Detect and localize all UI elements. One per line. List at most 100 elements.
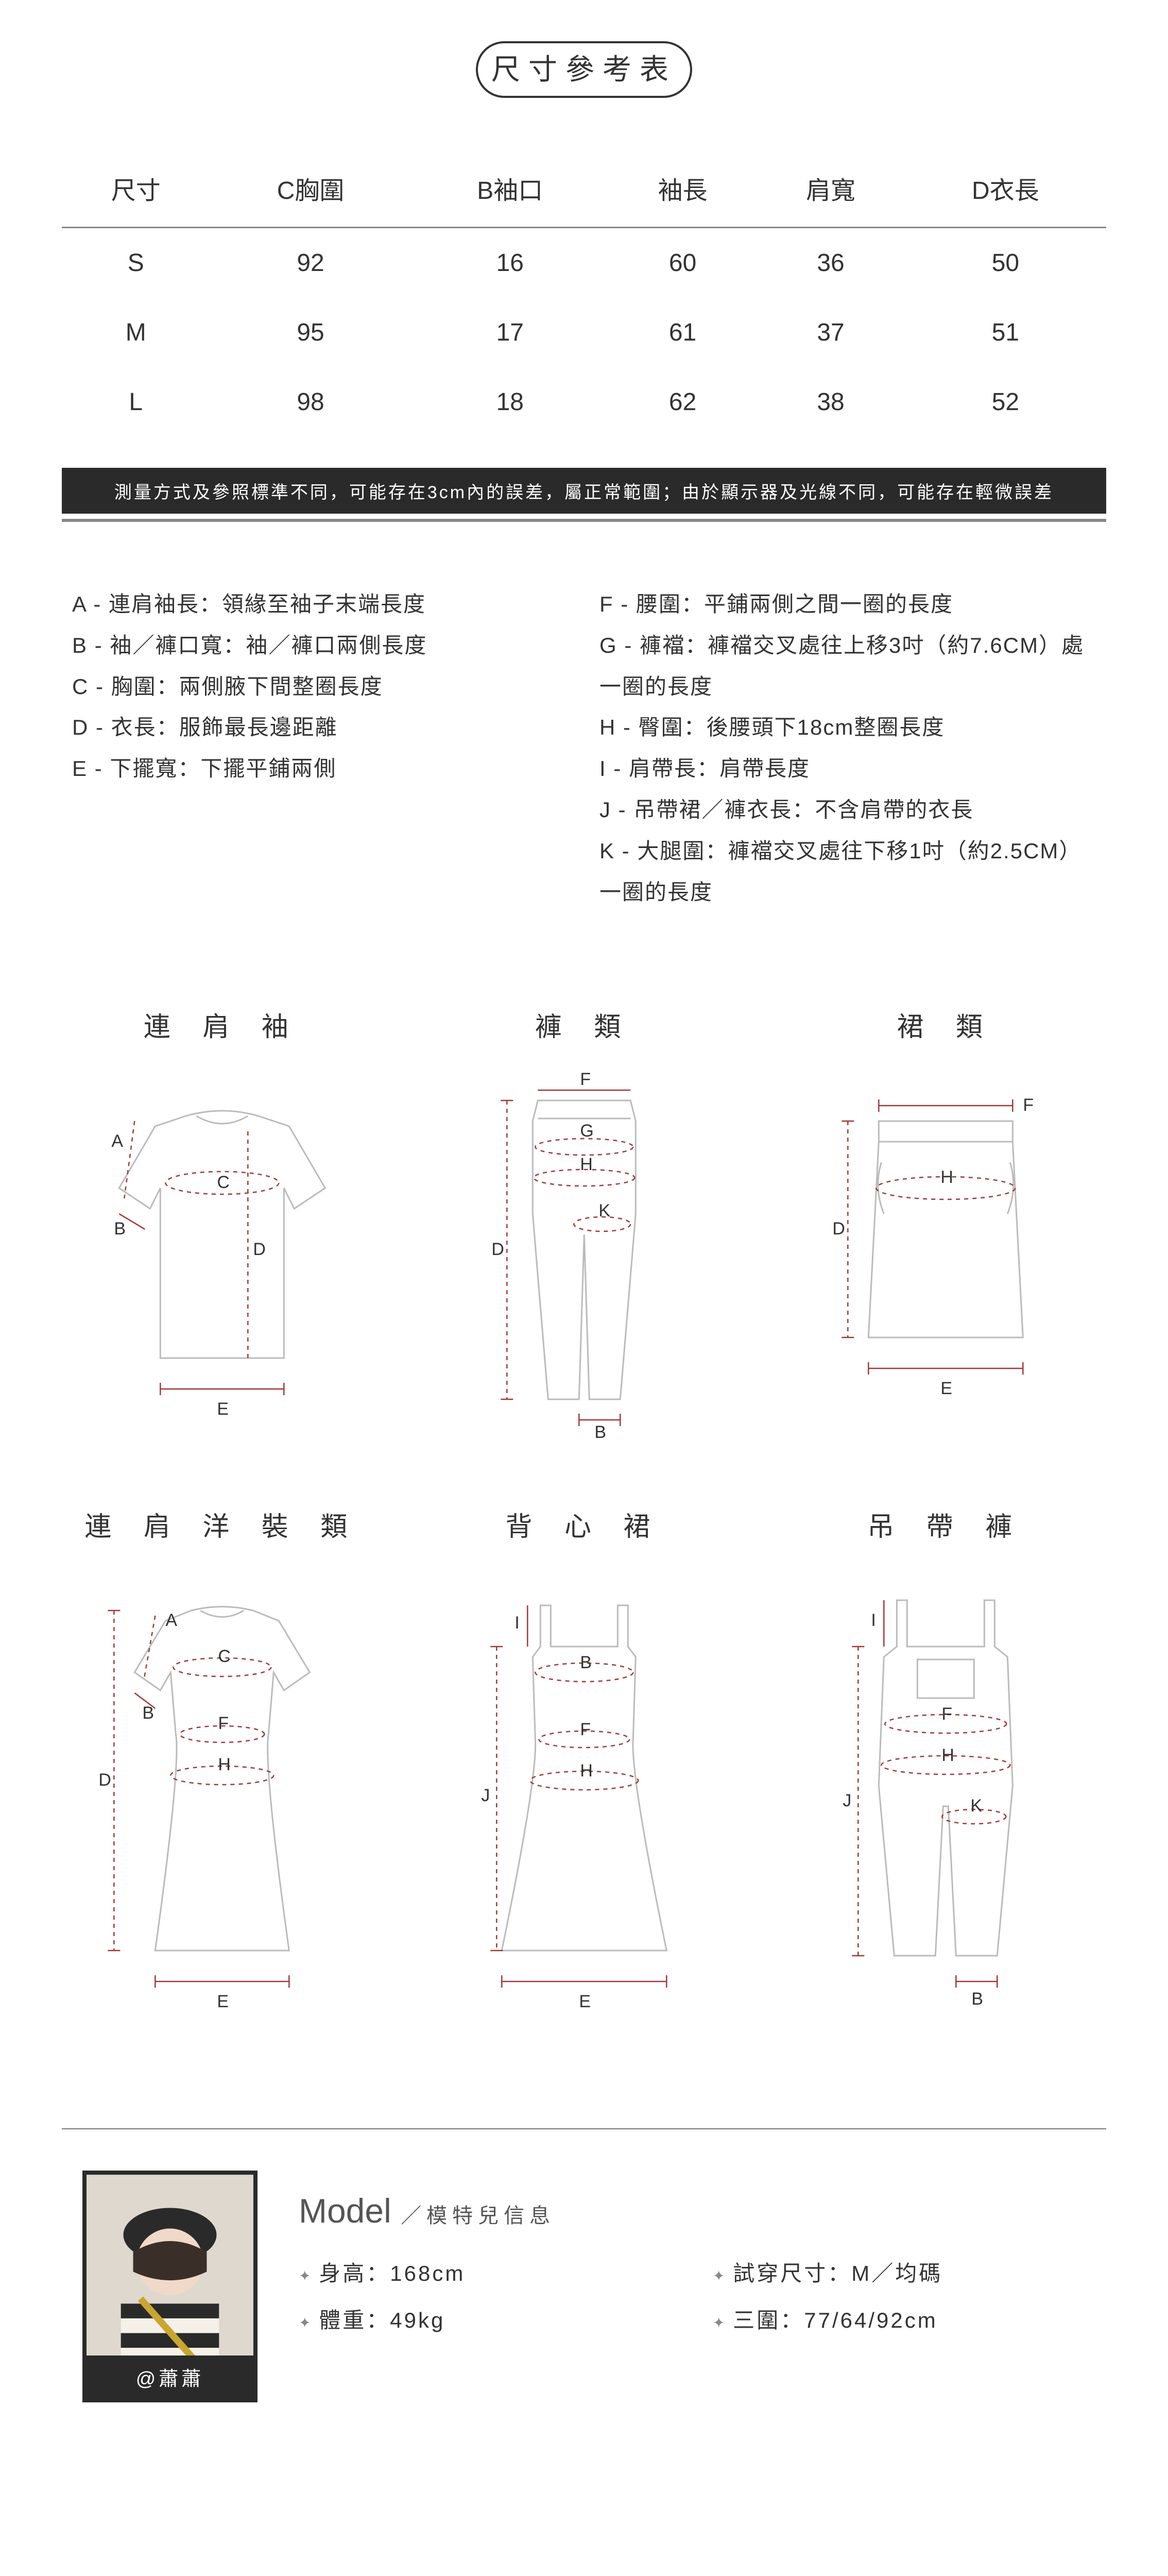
td: 50 <box>905 228 1106 298</box>
svg-text:A: A <box>165 1611 177 1630</box>
td: S <box>62 228 210 298</box>
key-item: D - 衣長：服飾最長邊距離 <box>72 707 569 748</box>
th: D衣長 <box>905 149 1106 228</box>
td: M <box>62 298 210 367</box>
svg-text:G: G <box>580 1121 593 1141</box>
diagram-pants: 褲 類 F G H K D B <box>424 1005 745 1443</box>
svg-text:K: K <box>598 1201 610 1221</box>
model-heading-main: Model <box>299 2192 391 2230</box>
key-item: F - 腰圍：平鋪兩側之間一圈的長度 <box>599 584 1096 625</box>
svg-text:H: H <box>580 1155 593 1174</box>
svg-text:F: F <box>580 1720 591 1739</box>
th: 肩寬 <box>757 149 904 228</box>
key-item: C - 胸圍：兩側腋下間整圈長度 <box>72 666 569 707</box>
model-section: @蕭蕭 Model ／模特兒信息 身高：168cm 試穿尺寸：M／均碼 體重：4… <box>62 2128 1106 2464</box>
svg-text:H: H <box>942 1745 955 1765</box>
svg-text:J: J <box>843 1791 852 1810</box>
svg-text:K: K <box>971 1796 983 1816</box>
td: 62 <box>609 367 757 437</box>
measurement-key: A - 連肩袖長：領緣至袖子末端長度 B - 袖／褲口寬：袖／褲口兩側長度 C … <box>62 584 1106 912</box>
svg-text:B: B <box>142 1703 154 1723</box>
diagram-skirt: 裙 類 F H D E <box>785 1005 1106 1443</box>
page-title: 尺寸參考表 <box>476 41 692 98</box>
td: 95 <box>210 298 411 367</box>
table-header-row: 尺寸 C胸圍 B袖口 袖長 肩寬 D衣長 <box>62 149 1106 228</box>
overalls-diagram-icon: F H K I J B <box>785 1569 1106 2023</box>
svg-text:H: H <box>941 1167 954 1187</box>
diagram-title: 吊 帶 褲 <box>785 1505 1106 1544</box>
td: 92 <box>210 228 411 298</box>
th: 袖長 <box>609 149 757 228</box>
td: 37 <box>757 298 904 367</box>
svg-text:E: E <box>579 1992 591 2011</box>
svg-text:D: D <box>253 1240 266 1259</box>
svg-text:E: E <box>941 1379 953 1398</box>
pants-diagram-icon: F G H K D B <box>424 1070 745 1440</box>
diagram-slip-dress: 背 心 裙 B F H I J E <box>424 1505 745 2025</box>
td: L <box>62 367 210 437</box>
td: 98 <box>210 367 411 437</box>
td: 36 <box>757 228 904 298</box>
table-row: M 95 17 61 37 51 <box>62 298 1106 367</box>
svg-text:B: B <box>972 1989 984 2009</box>
size-table: 尺寸 C胸圍 B袖口 袖長 肩寬 D衣長 S 92 16 60 36 50 M … <box>62 149 1106 437</box>
key-item: G - 褲襠：褲襠交叉處往上移3吋（約7.6CM）處一圈的長度 <box>599 625 1096 707</box>
key-item: K - 大腿圍：褲襠交叉處往下移1吋（約2.5CM）一圈的長度 <box>599 831 1096 913</box>
diagram-title: 裙 類 <box>785 1005 1106 1044</box>
svg-text:D: D <box>98 1770 111 1790</box>
key-item: E - 下擺寬：下擺平鋪兩側 <box>72 748 569 789</box>
svg-text:I: I <box>514 1613 519 1633</box>
key-item: J - 吊帶裙／褲衣長：不含肩帶的衣長 <box>599 789 1096 831</box>
dress-diagram-icon: C F H A B D E <box>62 1569 383 2023</box>
svg-text:J: J <box>481 1786 490 1805</box>
svg-text:D: D <box>491 1240 504 1259</box>
diagram-dress: 連 肩 洋 裝 類 C F H A B D <box>62 1505 383 2025</box>
model-stat: 三圍：77/64/92cm <box>713 2303 1086 2334</box>
diagram-title: 背 心 裙 <box>424 1505 745 1544</box>
td: 51 <box>905 298 1106 367</box>
table-row: L 98 18 62 38 52 <box>62 367 1106 437</box>
th: B袖口 <box>411 149 609 228</box>
td: 61 <box>609 298 757 367</box>
svg-text:B: B <box>580 1653 592 1672</box>
svg-text:F: F <box>218 1714 229 1733</box>
divider <box>62 519 1106 522</box>
table-row: S 92 16 60 36 50 <box>62 228 1106 298</box>
key-item: A - 連肩袖長：領緣至袖子末端長度 <box>72 584 569 625</box>
th: 尺寸 <box>62 149 210 228</box>
diagram-overalls: 吊 帶 褲 F H K I J B <box>785 1505 1106 2025</box>
td: 16 <box>411 228 609 298</box>
model-heading-sub: ／模特兒信息 <box>401 2205 555 2227</box>
svg-text:F: F <box>942 1704 953 1724</box>
td: 52 <box>905 367 1106 437</box>
model-stat: 身高：168cm <box>299 2256 672 2287</box>
svg-text:C: C <box>217 1173 230 1192</box>
skirt-diagram-icon: F H D E <box>785 1070 1106 1440</box>
diagram-title: 連 肩 袖 <box>62 1005 383 1044</box>
svg-text:F: F <box>580 1070 591 1089</box>
model-stat: 體重：49kg <box>299 2303 672 2334</box>
diagram-grid: 連 肩 袖 C A B D E 褲 類 <box>62 1005 1106 2025</box>
svg-text:E: E <box>217 1399 229 1419</box>
svg-text:F: F <box>1023 1095 1034 1115</box>
svg-text:D: D <box>833 1219 846 1239</box>
td: 17 <box>411 298 609 367</box>
td: 38 <box>757 367 904 437</box>
diagram-title: 連 肩 洋 裝 類 <box>62 1505 383 1544</box>
svg-text:H: H <box>580 1761 593 1781</box>
diagram-tshirt: 連 肩 袖 C A B D E <box>62 1005 383 1443</box>
svg-text:B: B <box>594 1422 606 1440</box>
svg-text:H: H <box>218 1755 231 1774</box>
svg-text:C: C <box>218 1647 231 1666</box>
model-caption: @蕭蕭 <box>87 2355 253 2398</box>
model-photo: @蕭蕭 <box>82 2171 257 2402</box>
svg-text:I: I <box>871 1611 876 1630</box>
svg-text:A: A <box>111 1131 123 1151</box>
th: C胸圍 <box>210 149 411 228</box>
key-item: I - 肩帶長：肩帶長度 <box>599 748 1096 789</box>
td: 60 <box>609 228 757 298</box>
svg-text:B: B <box>114 1219 126 1239</box>
key-item: H - 臀圍：後腰頭下18cm整圈長度 <box>599 707 1096 748</box>
model-heading: Model ／模特兒信息 <box>299 2191 1086 2230</box>
tshirt-diagram-icon: C A B D E <box>62 1070 383 1440</box>
